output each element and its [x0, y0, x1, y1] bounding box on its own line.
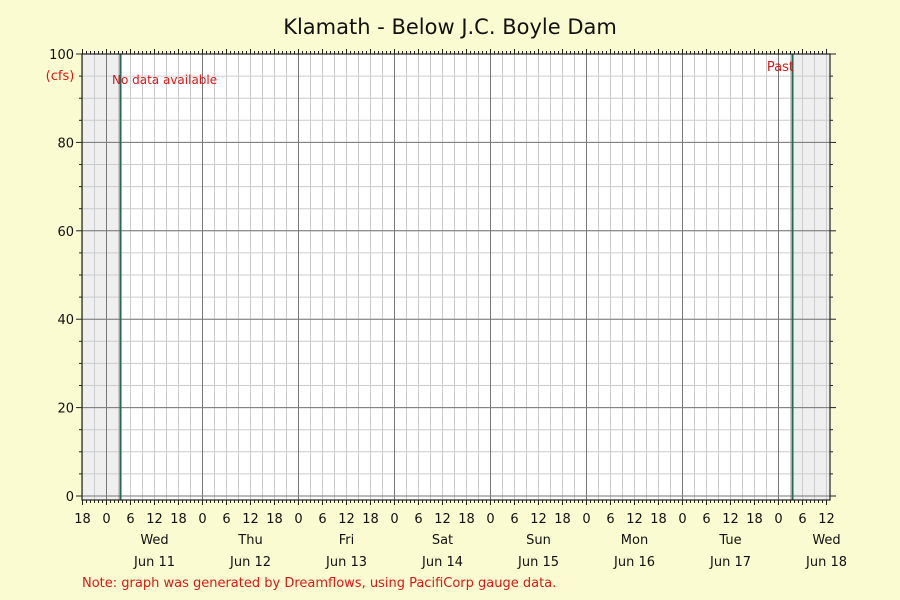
x-hour-label: 6: [702, 512, 710, 527]
x-hour-label: 0: [486, 512, 494, 527]
x-hour-label: 0: [294, 512, 302, 527]
x-hour-label: 0: [582, 512, 590, 527]
x-hour-label: 0: [102, 512, 110, 527]
x-weekday-label: Wed: [140, 533, 168, 548]
x-hour-label: 6: [126, 512, 134, 527]
y-tick-label: 20: [57, 402, 74, 417]
y-tick-label: 100: [49, 48, 74, 63]
x-hour-label: 18: [458, 512, 475, 527]
y-axis-label: (cfs): [46, 69, 75, 84]
x-hour-label: 6: [222, 512, 230, 527]
x-hour-label: 12: [338, 512, 355, 527]
x-hour-label: 0: [774, 512, 782, 527]
x-weekday-label: Tue: [718, 533, 741, 548]
no-data-annotation: No data available: [112, 73, 217, 87]
x-hour-label: 12: [530, 512, 547, 527]
x-hour-label: 12: [146, 512, 163, 527]
x-hour-label: 18: [554, 512, 571, 527]
plot-background: [82, 54, 830, 500]
x-hour-label: 12: [722, 512, 739, 527]
footnote: Note: graph was generated by Dreamflows,…: [82, 576, 556, 591]
x-date-label: Jun 11: [133, 555, 175, 570]
x-weekday-label: Sat: [432, 533, 453, 548]
x-weekday-label: Mon: [621, 533, 648, 548]
x-hour-label: 18: [746, 512, 763, 527]
x-date-label: Jun 15: [517, 555, 559, 570]
y-tick-label: 0: [66, 490, 74, 505]
x-hour-label: 6: [318, 512, 326, 527]
x-date-label: Jun 13: [325, 555, 367, 570]
no-data-shade: [82, 54, 121, 500]
x-hour-label: 6: [606, 512, 614, 527]
x-date-label: Jun 18: [805, 555, 847, 570]
x-date-label: Jun 14: [421, 555, 463, 570]
past-annotation: Past: [767, 60, 794, 75]
x-hour-label: 18: [170, 512, 187, 527]
x-hour-label: 6: [510, 512, 518, 527]
x-weekday-label: Fri: [339, 533, 355, 548]
x-date-label: Jun 12: [229, 555, 271, 570]
x-weekday-label: Sun: [526, 533, 551, 548]
x-hour-label: 18: [362, 512, 379, 527]
x-hour-label: 18: [650, 512, 667, 527]
chart-title: Klamath - Below J.C. Boyle Dam: [283, 15, 617, 39]
plot-frame: [81, 53, 831, 501]
y-tick-label: 40: [57, 313, 74, 328]
x-weekday-label: Wed: [812, 533, 840, 548]
x-date-label: Jun 16: [613, 555, 655, 570]
x-hour-label: 0: [390, 512, 398, 527]
x-hour-label: 12: [434, 512, 451, 527]
x-hour-label: 0: [198, 512, 206, 527]
y-tick-label: 60: [57, 225, 74, 240]
x-hour-label: 12: [242, 512, 259, 527]
x-hour-label: 6: [798, 512, 806, 527]
x-hour-label: 12: [626, 512, 643, 527]
x-hour-label: 18: [74, 512, 91, 527]
x-date-label: Jun 17: [709, 555, 751, 570]
x-hour-label: 0: [678, 512, 686, 527]
x-hour-label: 6: [414, 512, 422, 527]
x-weekday-label: Thu: [237, 533, 262, 548]
y-tick-label: 80: [57, 136, 74, 151]
x-hour-label: 12: [818, 512, 835, 527]
future-shade: [792, 54, 830, 500]
x-hour-label: 18: [266, 512, 283, 527]
